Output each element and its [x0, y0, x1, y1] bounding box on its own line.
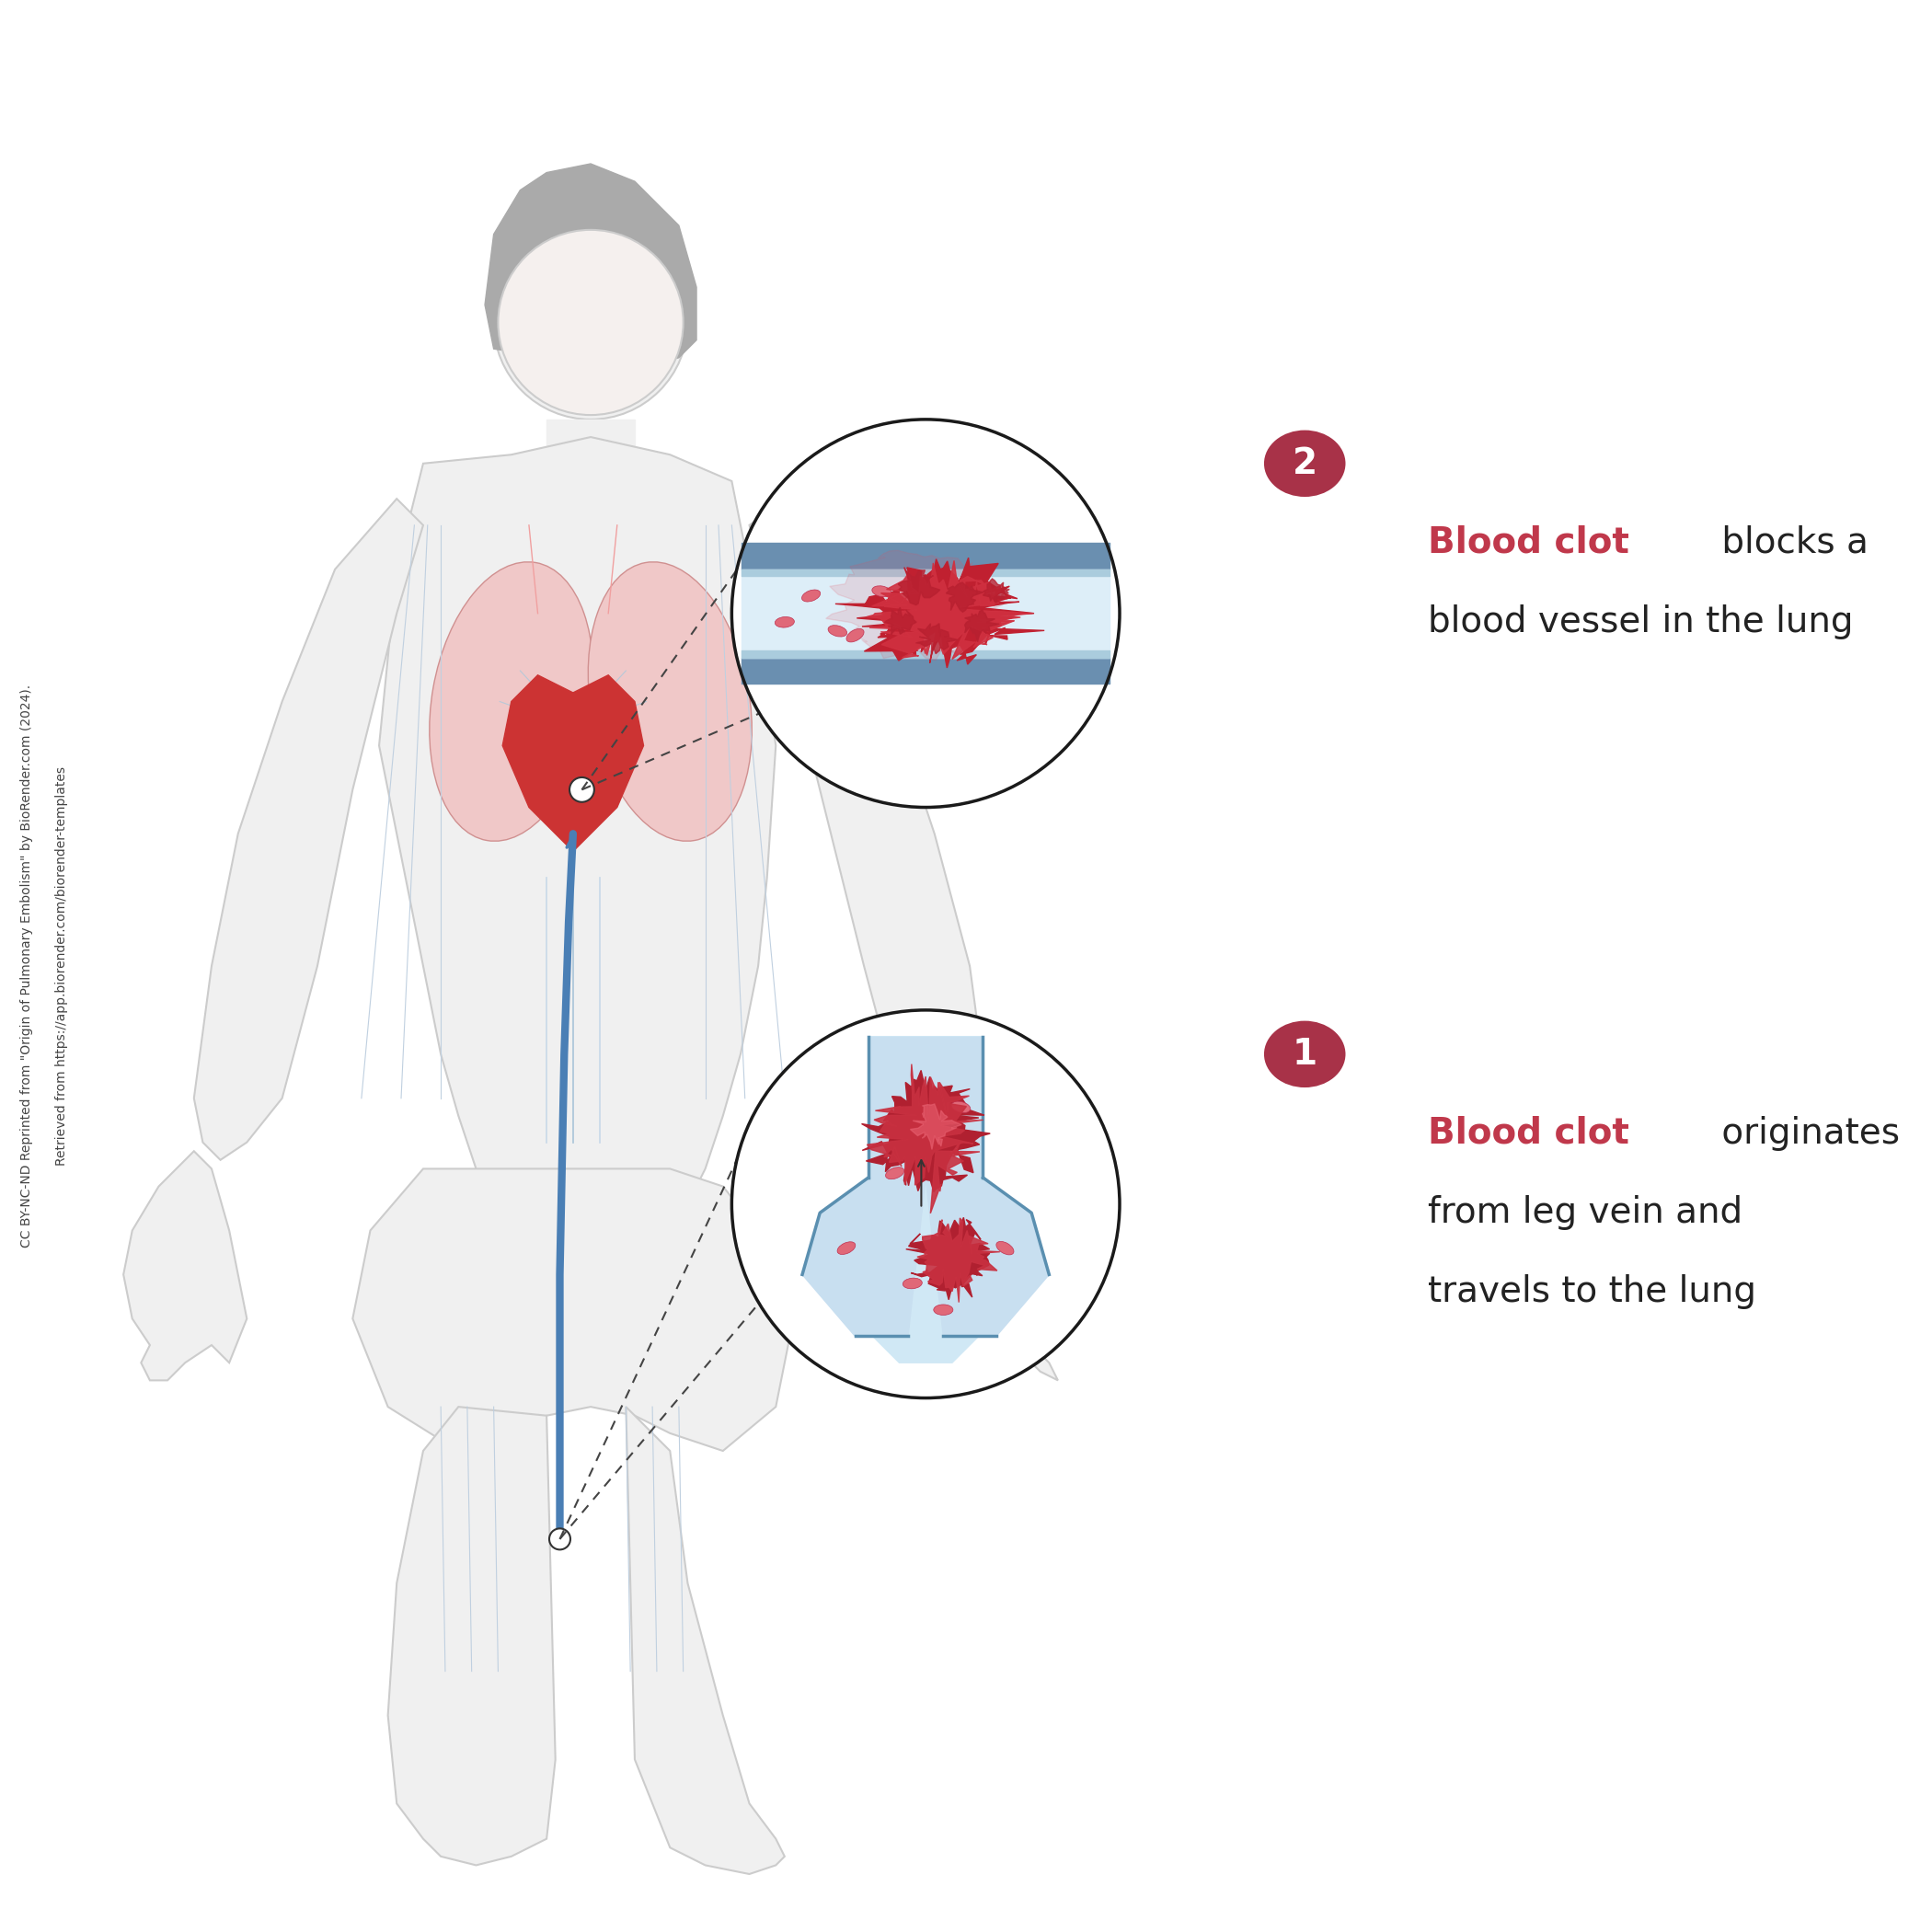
Text: originates: originates: [1710, 1117, 1899, 1151]
Ellipse shape: [871, 585, 891, 597]
Text: Blood clot: Blood clot: [1428, 1117, 1629, 1151]
Polygon shape: [750, 498, 987, 1159]
Ellipse shape: [1264, 431, 1345, 497]
Circle shape: [732, 1010, 1121, 1399]
Ellipse shape: [837, 1242, 856, 1254]
Polygon shape: [846, 1037, 1005, 1362]
Polygon shape: [898, 570, 941, 605]
Ellipse shape: [802, 589, 821, 601]
Circle shape: [498, 230, 684, 415]
Circle shape: [732, 419, 1121, 808]
Circle shape: [495, 226, 688, 419]
Polygon shape: [193, 498, 423, 1159]
Polygon shape: [947, 582, 983, 612]
Polygon shape: [485, 164, 696, 367]
Ellipse shape: [933, 1304, 952, 1316]
Ellipse shape: [885, 1167, 904, 1179]
Polygon shape: [925, 1179, 1049, 1337]
Ellipse shape: [846, 628, 864, 641]
Polygon shape: [885, 607, 916, 636]
Polygon shape: [802, 1179, 925, 1337]
Ellipse shape: [997, 1242, 1014, 1254]
Polygon shape: [964, 611, 999, 641]
Text: 2: 2: [1293, 446, 1318, 481]
Text: blood vessel in the lung: blood vessel in the lung: [1428, 605, 1853, 639]
Polygon shape: [906, 1217, 989, 1300]
Text: 1: 1: [1293, 1037, 1318, 1072]
Polygon shape: [124, 1151, 247, 1379]
Text: from leg vein and: from leg vein and: [1428, 1196, 1743, 1231]
Polygon shape: [983, 580, 1009, 603]
Text: CC BY-NC-ND Reprinted from "Origin of Pulmonary Embolism" by BioRender.com (2024: CC BY-NC-ND Reprinted from "Origin of Pu…: [19, 684, 33, 1248]
Polygon shape: [388, 1406, 554, 1864]
Circle shape: [549, 1528, 570, 1549]
Polygon shape: [835, 558, 1045, 668]
Polygon shape: [918, 1217, 1001, 1302]
Ellipse shape: [1264, 1020, 1345, 1088]
Polygon shape: [379, 437, 777, 1204]
Ellipse shape: [902, 1279, 922, 1289]
Text: travels to the lung: travels to the lung: [1428, 1275, 1756, 1310]
Polygon shape: [862, 1070, 989, 1192]
Ellipse shape: [775, 616, 794, 628]
Polygon shape: [910, 1103, 962, 1150]
Text: Blood clot: Blood clot: [1428, 526, 1629, 560]
Polygon shape: [825, 551, 1003, 661]
Ellipse shape: [429, 562, 593, 840]
Polygon shape: [354, 1169, 794, 1451]
Polygon shape: [867, 560, 1034, 659]
Polygon shape: [867, 1065, 983, 1213]
Ellipse shape: [829, 626, 846, 638]
Circle shape: [570, 777, 595, 802]
Polygon shape: [547, 419, 636, 454]
Text: blocks a: blocks a: [1710, 526, 1868, 560]
Ellipse shape: [951, 1101, 970, 1113]
Polygon shape: [502, 674, 643, 852]
Ellipse shape: [587, 562, 752, 840]
Polygon shape: [626, 1406, 784, 1874]
Polygon shape: [943, 1159, 1059, 1379]
Polygon shape: [916, 624, 958, 657]
Text: Retrieved from https://app.biorender.com/biorender-templates: Retrieved from https://app.biorender.com…: [56, 767, 68, 1165]
